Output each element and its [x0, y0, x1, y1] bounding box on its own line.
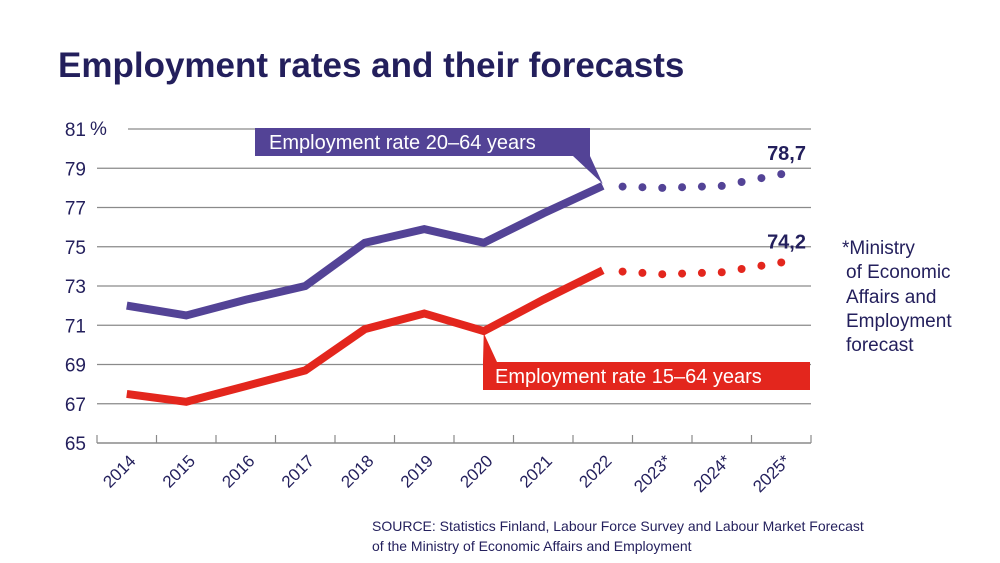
y-axis: 65 67 69 71 73 75 77 79 81%	[65, 119, 107, 455]
y-tick-label: 71	[65, 316, 86, 337]
forecast-dot	[658, 270, 667, 279]
y-tick-label: 73	[65, 277, 86, 298]
forecast-dot	[757, 174, 766, 183]
forecast-dot	[737, 177, 746, 186]
note-line: Employment	[846, 311, 952, 332]
series-label-box	[255, 128, 590, 156]
x-tick-label: 2018	[337, 451, 377, 491]
label-pointer	[573, 156, 603, 184]
forecast-dot	[717, 181, 726, 190]
x-tick-label: 2017	[278, 451, 318, 491]
x-tick-label: 2023*	[630, 451, 675, 496]
y-tick-label: 77	[65, 199, 86, 220]
y-tick-label: 79	[65, 159, 86, 180]
series-lines	[126, 170, 786, 406]
chart-title: Employment rates and their forecasts	[58, 46, 684, 85]
forecast-dot	[757, 261, 766, 270]
series-labels: 78,7 74,2 Employment rate 20–64 years Emplo…	[255, 128, 810, 390]
x-tick-label: 2021	[516, 451, 556, 491]
source-line: SOURCE: Statistics Finland, Labour Force…	[372, 518, 864, 534]
forecast-dot	[658, 183, 667, 192]
forecast-dot	[777, 258, 786, 267]
source-line: of the Ministry of Economic Affairs and …	[372, 538, 692, 554]
y-tick-label: 81	[65, 120, 86, 141]
forecast-dot	[638, 268, 647, 277]
y-tick-label: 65	[65, 434, 86, 455]
note-line: of Economic	[846, 262, 951, 283]
x-tick-label: 2025*	[749, 451, 794, 496]
y-tick-label: 69	[65, 356, 86, 377]
label-pointer	[483, 333, 497, 362]
y-unit-label: %	[90, 119, 107, 140]
y-tick-label: 67	[65, 395, 86, 416]
note-line: forecast	[846, 335, 914, 356]
x-tick-label: 2024*	[690, 451, 735, 496]
x-tick-label: 2016	[218, 451, 258, 491]
forecast-dot	[697, 182, 706, 191]
x-tick-label: 2019	[397, 451, 437, 491]
forecast-dot	[638, 183, 647, 192]
forecast-dot	[618, 267, 627, 276]
x-tick-label: 2020	[456, 451, 496, 491]
x-tick-label: 2015	[159, 451, 199, 491]
end-value-label: 74,2	[767, 231, 806, 253]
series-line-actual	[126, 182, 605, 320]
x-tick-label: 2014	[99, 451, 139, 491]
forecast-dot	[697, 268, 706, 277]
x-axis: 2014 2015 2016 2017 2018 2019 2020 2021 2022 2023…	[96, 435, 812, 496]
forecast-dot	[618, 182, 627, 191]
forecast-dot	[678, 183, 687, 192]
forecast-dot	[678, 269, 687, 278]
forecast-note: *Ministry of Economic Affairs and Employ…	[842, 238, 952, 356]
note-line: Affairs and	[846, 287, 936, 308]
series-label-15-64: Employment rate 15–64 years	[495, 366, 762, 388]
series-label-box	[483, 362, 810, 390]
end-value-label: 78,7	[767, 143, 806, 165]
forecast-dot	[737, 264, 746, 273]
forecast-dot	[717, 268, 726, 277]
series-line-actual	[126, 266, 605, 406]
y-tick-label: 75	[65, 238, 86, 259]
forecast-dot	[777, 170, 786, 179]
series-label-20-64: Employment rate 20–64 years	[269, 132, 536, 154]
note-line: *Ministry	[842, 238, 915, 259]
x-tick-label: 2022	[575, 451, 615, 491]
